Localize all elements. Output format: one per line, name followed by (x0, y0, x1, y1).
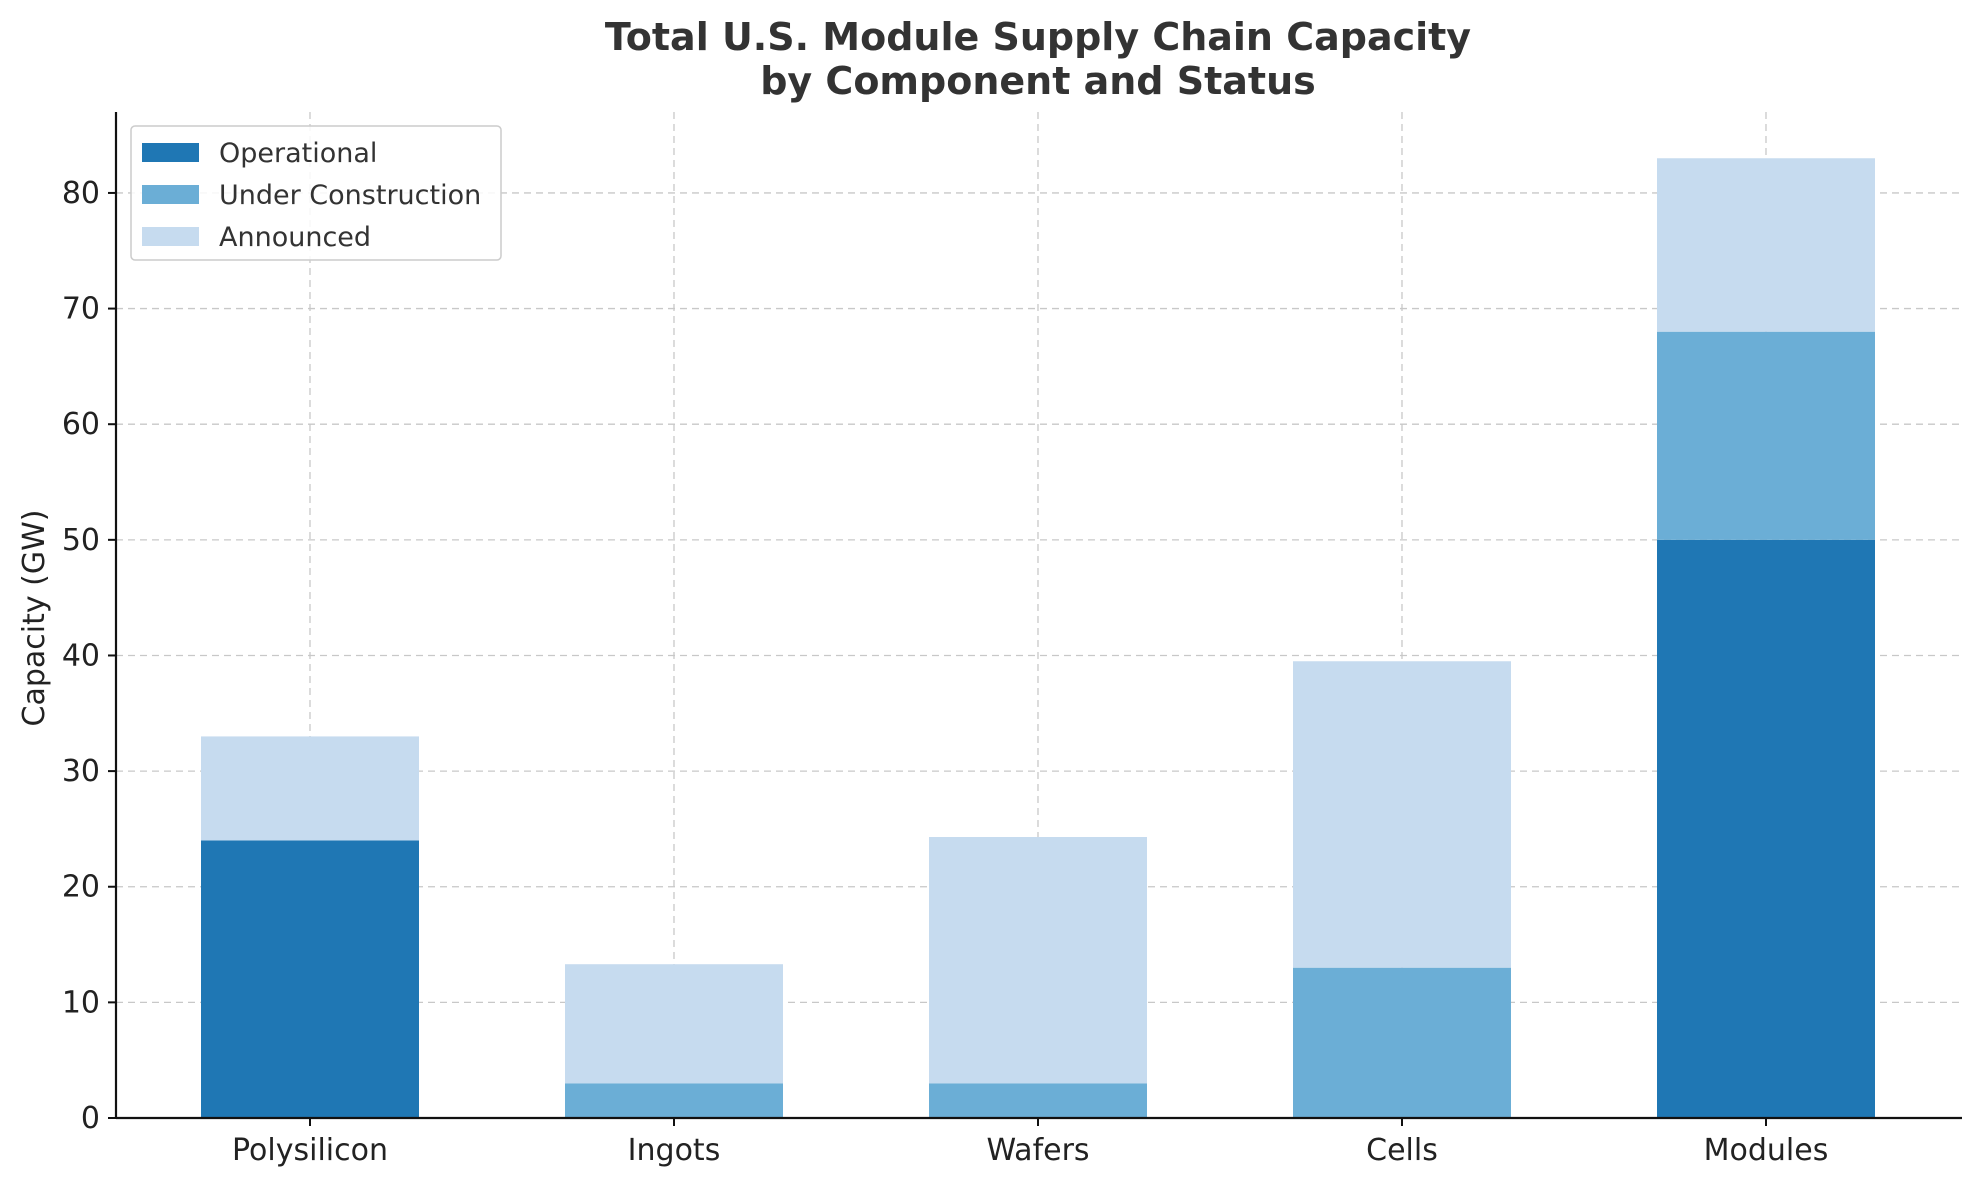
x-tick-label: Wafers (986, 1133, 1089, 1168)
bar-segment (1657, 158, 1875, 332)
bar-segment (929, 1083, 1147, 1118)
x-tick-label: Ingots (628, 1133, 721, 1168)
bar-segment (929, 837, 1147, 1084)
x-tick-label: Modules (1704, 1133, 1829, 1168)
grid-layer (116, 112, 1962, 1118)
bar-segment (201, 736, 419, 841)
y-tick-label: 40 (62, 638, 100, 673)
bar-segment (201, 840, 419, 1118)
legend: Operational Under Construction Announced (130, 125, 502, 261)
legend-swatch (142, 227, 199, 246)
y-tick-label: 30 (62, 754, 100, 789)
chart-title-line-2: by Component and Status (760, 59, 1316, 103)
y-tick-label: 60 (62, 407, 100, 442)
bar-segment (1293, 967, 1511, 1118)
chart-title-line-1: Total U.S. Module Supply Chain Capacity (605, 15, 1471, 59)
x-tick-label: Cells (1366, 1133, 1438, 1168)
legend-swatch (142, 143, 199, 162)
legend-label: Announced (219, 222, 371, 253)
bar-segment (565, 1083, 783, 1118)
y-tick-label: 80 (62, 176, 100, 211)
legend-label: Under Construction (219, 180, 481, 211)
y-tick-label: 70 (62, 292, 100, 327)
bar-segment (1293, 661, 1511, 968)
y-tick-label: 20 (62, 870, 100, 905)
bar-segment (565, 964, 783, 1084)
legend-label: Operational (219, 138, 377, 169)
y-axis-label: Capacity (GW) (17, 510, 52, 727)
bar-segment (1657, 539, 1875, 1118)
ticks-layer: 0 10 20 30 40 50 60 70 80 Polysilicon Ingots Wafers… (62, 176, 1829, 1168)
y-tick-label: 0 (81, 1101, 100, 1136)
y-tick-label: 10 (62, 985, 100, 1020)
legend-frame (130, 125, 502, 261)
legend-swatch (142, 185, 199, 204)
bar-segment (1657, 331, 1875, 540)
y-tick-label: 50 (62, 523, 100, 558)
x-tick-label: Polysilicon (232, 1133, 388, 1168)
bars-layer (201, 158, 1875, 1118)
